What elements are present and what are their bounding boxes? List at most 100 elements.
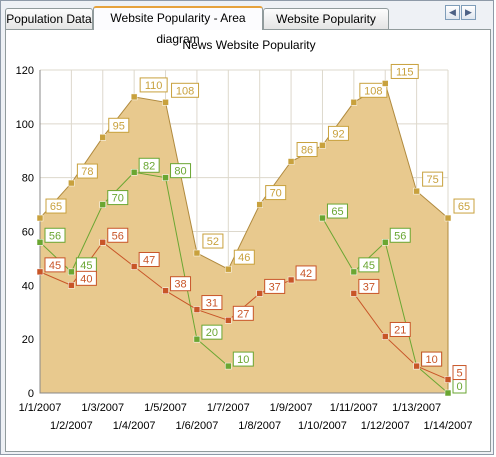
tab-website-popularity-area[interactable]: Website Popularity - Area diagram [93,6,263,46]
series-2-marker [319,214,326,222]
series-1-marker [130,93,138,101]
chevron-right-icon: ▶ [465,7,472,17]
tab-scroll-left-button[interactable]: ◀ [445,5,460,20]
series-1-marker [193,249,201,257]
series-1-marker [381,80,389,87]
chart-svg: 65 78 95 110 108 52 46 70 86 92 108 115 75 65 56 45 70 82… [16,63,475,432]
series-1-data-label-box [76,163,98,179]
series-1-data-label: 65 [458,201,470,213]
chart-panel: News Website Popularity 65 78 95 110 108 52 46… [5,29,491,452]
series-1-data-label: 70 [270,188,282,200]
series-3-marker [413,362,420,370]
x-tick-label: 1/10/2007 [298,420,347,432]
series-2-marker [36,239,44,246]
series-3-marker [193,306,201,313]
series-3-data-label-box [138,251,160,267]
series-2-data-label-box [358,257,380,273]
series-3-marker [99,239,107,246]
tab-population-data[interactable]: Population Data [5,8,93,29]
series-3-marker [444,376,452,383]
x-tick-label: 1/9/2007 [270,402,313,414]
series-2-data-label: 82 [143,160,155,172]
series-1-marker [99,134,107,141]
series-2-data-label-box [326,203,348,219]
series-2-marker [68,268,75,276]
series-3-data-label: 37 [363,281,375,293]
x-tick-label: 1/4/2007 [113,420,156,432]
series-1-data-label-box [265,185,287,201]
series-1-data-label: 46 [238,252,250,264]
series-3-marker [287,276,295,284]
series-1-data-label: 52 [207,236,219,248]
series-2-data-label-box [232,351,254,367]
series-1-data-label-box [108,117,130,133]
series-2-data-label: 20 [206,327,218,339]
series-2-data-label: 65 [331,206,343,218]
series-1-data-label: 65 [50,201,62,213]
series-3-data-label-box [264,278,286,294]
x-tick-label: 1/2/2007 [50,420,93,432]
chevron-left-icon: ◀ [449,7,456,17]
series-1-data-label: 108 [364,85,382,97]
tab-website-popularity-data[interactable]: Website Popularity Data [263,8,389,47]
series-1-data-label-box [233,249,255,265]
series-3-data-label: 45 [49,260,61,272]
series-3-marker [381,333,389,340]
series-3-marker [162,287,169,294]
series-3-marker [256,290,263,297]
series-3-data-label: 56 [112,230,124,242]
series-1-data-label-box [202,233,224,249]
series-1-data-label: 95 [113,120,125,132]
series-2-data-label-box [44,227,66,243]
series-3-marker [225,317,232,324]
y-tick-label: 80 [22,173,34,185]
tab-scroll-right-button[interactable]: ▶ [461,5,476,20]
series-3-data-label: 42 [300,268,312,280]
y-tick-label: 20 [22,334,34,346]
series-1-data-label-box [45,198,67,214]
series-2-data-label: 10 [237,354,249,366]
series-1-data-label-box [296,142,318,158]
x-tick-label: 1/3/2007 [81,402,124,414]
series-2-data-label-box [107,190,129,206]
series-3-data-label-box [295,265,317,281]
series-3-data-label-box [232,305,254,321]
x-tick-label: 1/13/2007 [392,402,441,414]
x-tick-label: 1/14/2007 [424,420,473,432]
series-1-data-label-box [327,125,349,141]
series-3-data-label-box [389,321,411,337]
series-3-data-label-box [75,270,97,286]
series-2-marker [162,174,169,181]
series-1-data-label: 86 [301,145,313,157]
series-2-data-label: 0 [456,381,462,393]
series-1-data-label-box [422,171,444,187]
series-3-data-label: 5 [456,368,462,380]
series-2-data-label: 70 [112,193,124,205]
series-2-data-label: 56 [394,230,406,242]
series-1-marker [287,158,295,165]
series-1-marker [162,99,169,106]
series-1-data-label: 78 [81,166,93,178]
series-1-data-label: 110 [145,80,163,92]
series-2-data-label-box [138,157,160,173]
series-2-marker [381,239,389,246]
series-3-data-label-box [44,257,66,273]
x-tick-label: 1/6/2007 [176,420,219,432]
series-3-data-label: 27 [237,308,249,320]
series-3-data-label-box [170,276,192,292]
x-tick-label: 1/12/2007 [361,420,410,432]
series-1-marker [444,214,452,222]
series-3-marker [68,282,75,289]
series-2-marker [225,362,232,370]
series-3-line [353,293,449,381]
x-tick-label: 1/7/2007 [207,402,250,414]
x-tick-label: 1/5/2007 [144,402,187,414]
series-1-marker [319,142,326,149]
series-1-data-label-box [359,82,388,98]
series-2-marker [350,268,358,276]
y-tick-label: 60 [22,227,34,239]
series-1-data-label: 92 [332,128,344,140]
series-2-data-label: 45 [80,260,92,272]
series-3-marker [350,290,358,297]
